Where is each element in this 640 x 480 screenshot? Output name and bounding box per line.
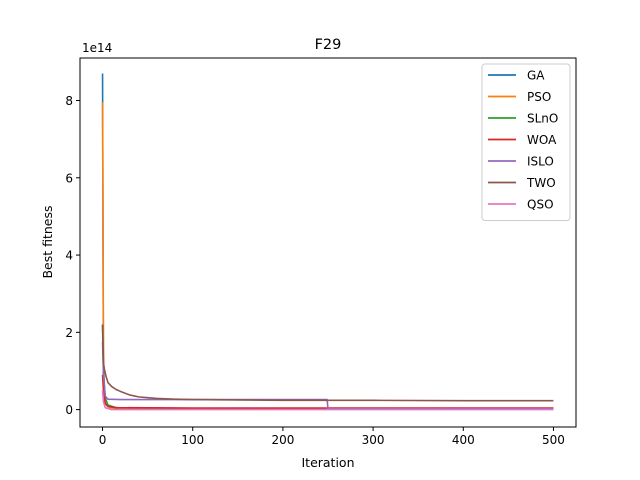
plot-area [101,73,554,411]
legend-label: PSO [527,90,551,104]
chart-title: F29 [315,37,342,53]
legend-label: TWO [526,176,556,190]
axes-frame [79,57,577,428]
x-tick-label: 400 [452,433,475,447]
y-axis-ticks: 0 2 4 6 8 [65,94,80,417]
series-line-two [101,324,554,402]
x-axis-ticks: 0 100 200 300 400 500 [99,427,565,447]
legend: GA PSO SLnO WOA ISLO TWO QSO [481,63,571,221]
legend-box [481,63,571,221]
x-tick-label: 300 [362,433,385,447]
series-line-woa [101,374,554,409]
series-line-qso [101,390,554,411]
legend-label: SLnO [527,112,558,126]
legend-label: QSO [527,198,554,212]
y-axis-label: Best fitness [40,205,55,278]
y-tick-label: 4 [65,249,73,263]
y-tick-label: 6 [65,171,73,185]
x-tick-label: 200 [271,433,294,447]
x-tick-label: 500 [542,433,565,447]
y-tick-label: 0 [65,403,73,417]
x-tick-label: 0 [99,433,107,447]
x-axis-label: Iteration [301,455,354,470]
x-tick-label: 100 [181,433,204,447]
legend-label: GA [527,69,545,83]
y-tick-label: 8 [65,94,73,108]
legend-label: ISLO [527,155,554,169]
y-tick-label: 2 [65,326,73,340]
y-offset-label: 1e14 [82,41,112,55]
legend-label: WOA [527,133,557,147]
series-line-islo [101,341,554,410]
